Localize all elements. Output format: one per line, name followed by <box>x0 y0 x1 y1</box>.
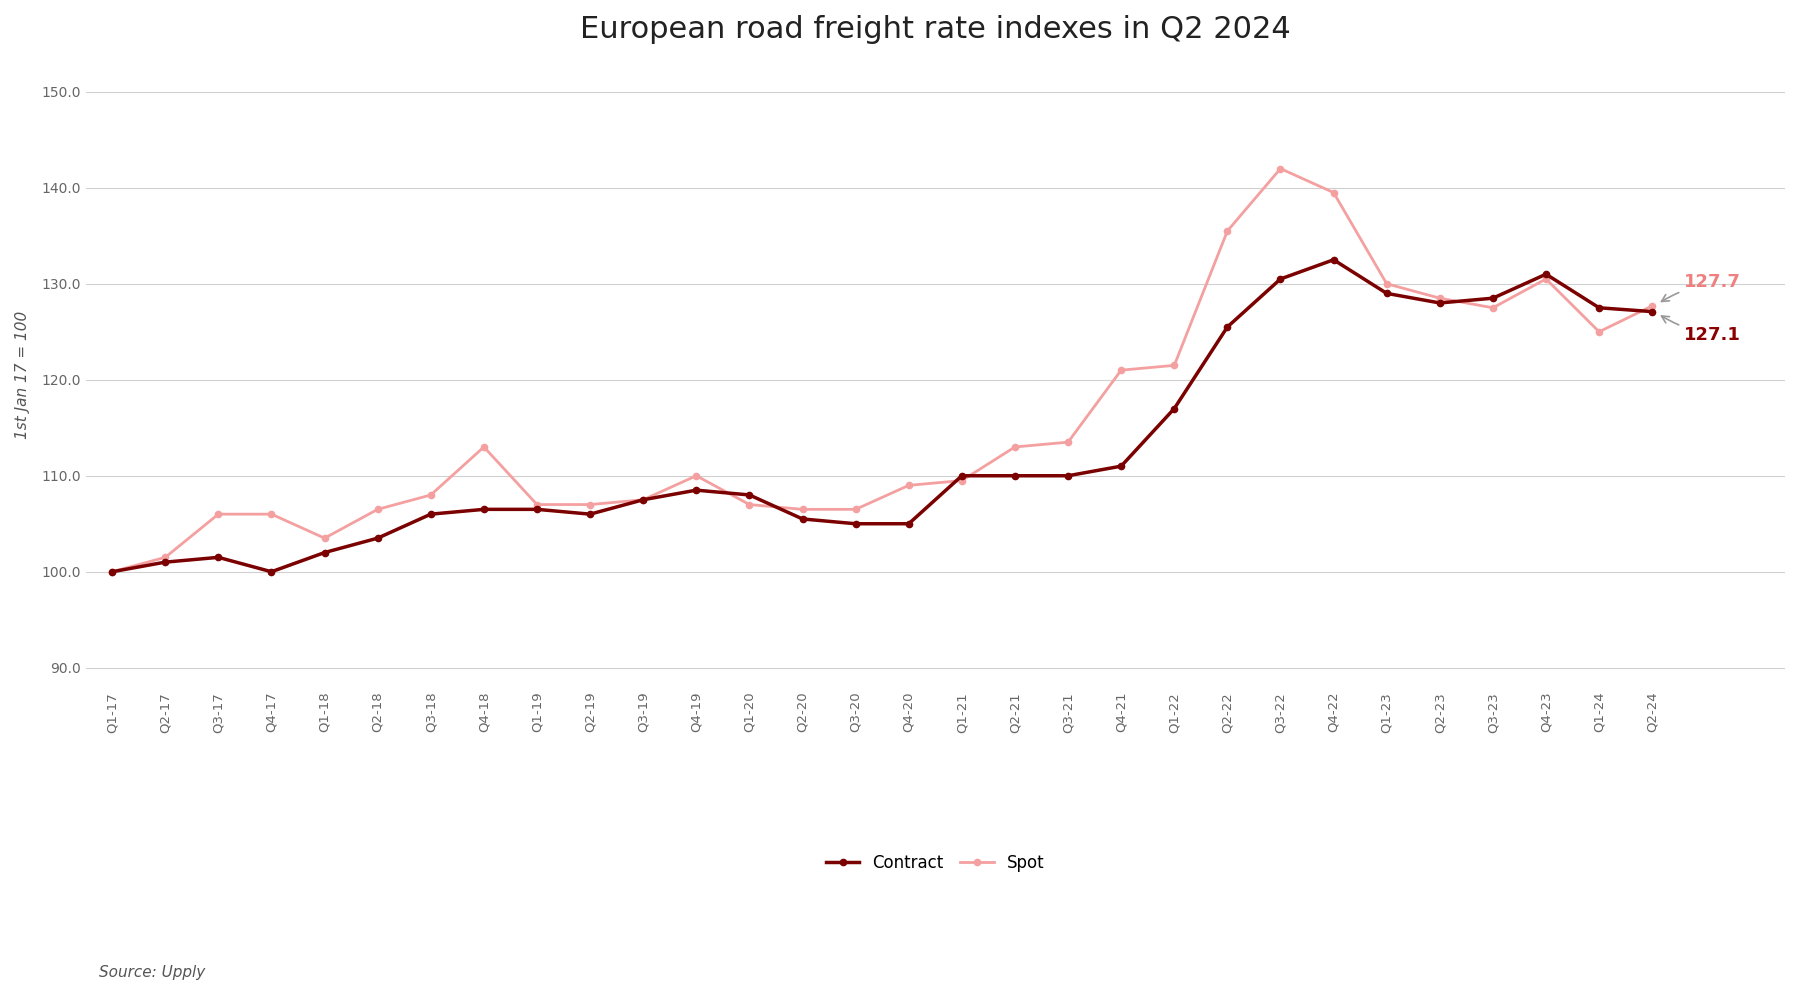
Spot <box>1588 326 1609 338</box>
Contract <box>1588 302 1609 314</box>
Spot <box>580 499 601 511</box>
Spot <box>1004 441 1026 453</box>
Spot <box>1375 278 1397 290</box>
Spot <box>1163 359 1184 371</box>
Spot <box>1642 300 1663 312</box>
Spot <box>1057 436 1078 448</box>
Contract <box>1111 460 1132 472</box>
Text: Source: Upply: Source: Upply <box>99 965 205 980</box>
Spot <box>844 503 866 515</box>
Contract <box>1057 470 1078 482</box>
Spot <box>207 508 229 520</box>
Contract <box>101 566 122 578</box>
Spot <box>101 566 122 578</box>
Spot <box>473 441 495 453</box>
Spot <box>1111 364 1132 376</box>
Spot <box>1323 187 1345 199</box>
Spot <box>1217 225 1238 237</box>
Contract <box>792 513 814 525</box>
Contract <box>898 518 920 530</box>
Spot <box>419 489 441 501</box>
Contract <box>1269 273 1291 285</box>
Contract <box>1217 321 1238 333</box>
Spot <box>155 551 176 563</box>
Spot <box>367 503 389 515</box>
Spot <box>1429 292 1451 304</box>
Spot <box>1535 273 1557 285</box>
Y-axis label: 1st Jan 17 = 100: 1st Jan 17 = 100 <box>14 311 31 439</box>
Spot <box>526 499 547 511</box>
Title: European road freight rate indexes in Q2 2024: European road freight rate indexes in Q2… <box>580 15 1291 44</box>
Contract <box>155 556 176 568</box>
Contract <box>207 551 229 563</box>
Spot <box>792 503 814 515</box>
Text: 127.7: 127.7 <box>1661 273 1741 301</box>
Line: Contract: Contract <box>110 257 1656 575</box>
Spot <box>950 475 972 487</box>
Contract <box>473 503 495 515</box>
Contract <box>261 566 283 578</box>
Contract <box>313 547 335 559</box>
Contract <box>1163 403 1184 415</box>
Line: Spot: Spot <box>110 165 1656 575</box>
Spot <box>1481 302 1503 314</box>
Contract <box>1481 292 1503 304</box>
Contract <box>419 508 441 520</box>
Contract <box>580 508 601 520</box>
Contract <box>632 494 653 506</box>
Contract <box>1642 306 1663 318</box>
Spot <box>261 508 283 520</box>
Spot <box>738 499 760 511</box>
Spot <box>898 479 920 491</box>
Spot <box>313 532 335 544</box>
Spot <box>1269 163 1291 175</box>
Contract <box>844 518 866 530</box>
Contract <box>950 470 972 482</box>
Contract <box>686 484 707 496</box>
Contract <box>1323 254 1345 266</box>
Spot <box>686 470 707 482</box>
Legend: Contract, Spot: Contract, Spot <box>819 847 1051 878</box>
Contract <box>1375 287 1397 299</box>
Contract <box>367 532 389 544</box>
Spot <box>632 494 653 506</box>
Text: 127.1: 127.1 <box>1661 316 1741 344</box>
Contract <box>1004 470 1026 482</box>
Contract <box>526 503 547 515</box>
Contract <box>738 489 760 501</box>
Contract <box>1535 268 1557 280</box>
Contract <box>1429 297 1451 309</box>
